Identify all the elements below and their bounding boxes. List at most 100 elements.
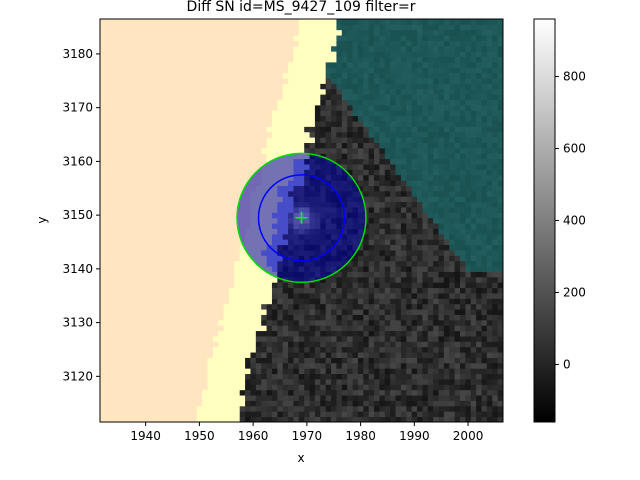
image-pixel [121,255,128,262]
image-pixel [282,67,289,74]
image-pixel [266,137,273,143]
image-pixel [234,373,241,380]
image-pixel [357,137,364,143]
image-pixel [379,303,386,310]
image-pixel [228,110,235,117]
image-pixel [196,266,203,272]
image-pixel [336,94,343,100]
image-pixel [470,395,477,401]
image-pixel [368,362,375,369]
image-pixel [374,201,380,208]
image-pixel [390,260,396,267]
image-pixel [325,153,332,160]
image-pixel [422,389,429,396]
image-pixel [110,196,117,203]
image-pixel [411,185,418,192]
image-pixel [234,298,241,305]
image-pixel [180,352,187,358]
image-pixel [293,78,300,84]
image-pixel [438,271,445,278]
image-pixel [121,298,128,305]
image-pixel [218,389,224,396]
image-pixel [288,336,294,342]
image-pixel [196,147,203,154]
image-pixel [325,357,332,364]
image-pixel [121,341,128,348]
image-pixel [470,169,477,176]
image-pixel [142,255,149,262]
image-pixel [121,384,128,391]
image-pixel [142,400,149,407]
image-pixel [121,78,128,84]
image-pixel [320,368,327,375]
image-pixel [180,61,187,68]
image-pixel [465,67,472,74]
image-pixel [368,223,375,229]
image-pixel [169,142,176,149]
image-pixel [449,94,456,100]
image-pixel [121,217,128,224]
image-pixel [433,255,439,262]
image-pixel [142,233,149,240]
image-pixel [433,260,439,267]
image-pixel [282,110,289,117]
image-pixel [293,416,300,422]
image-pixel [191,164,198,170]
image-pixel [271,137,278,143]
image-pixel [153,61,160,68]
image-pixel [132,325,139,332]
image-pixel [476,330,482,337]
image-pixel [196,244,203,251]
image-pixel [347,276,353,283]
image-pixel [239,78,246,84]
image-pixel [266,94,273,100]
image-pixel [481,368,488,375]
image-pixel [228,212,235,219]
image-pixel [245,271,251,278]
image-pixel [460,99,466,106]
image-pixel [390,142,396,149]
image-pixel [271,336,278,342]
image-pixel [185,94,192,100]
image-pixel [406,298,413,305]
image-pixel [250,400,257,407]
image-pixel [374,233,380,240]
image-pixel [185,384,192,391]
image-pixel [363,104,370,111]
image-pixel [180,201,187,208]
image-pixel [105,303,112,310]
image-pixel [239,169,246,176]
image-pixel [105,207,112,213]
image-pixel [347,169,353,176]
image-pixel [476,336,482,342]
image-pixel [116,147,122,154]
image-pixel [395,201,402,208]
image-pixel [282,131,289,138]
image-pixel [271,303,278,310]
image-pixel [255,94,262,100]
image-pixel [159,99,165,106]
image-pixel [395,94,402,100]
image-pixel [196,400,203,407]
image-pixel [100,309,106,315]
image-pixel [105,61,112,68]
image-pixel [352,373,359,380]
image-pixel [497,379,503,385]
image-pixel [293,346,300,353]
image-pixel [245,169,251,176]
image-pixel [202,319,208,326]
image-pixel [121,169,128,176]
image-pixel [116,341,122,348]
image-pixel [169,255,176,262]
image-pixel [336,357,343,364]
image-pixel [142,352,149,358]
image-pixel [395,228,402,235]
image-pixel [368,255,375,262]
image-pixel [470,185,477,192]
image-pixel [492,94,499,100]
image-pixel [105,174,112,181]
image-pixel [497,266,503,272]
image-pixel [169,352,176,358]
image-pixel [137,196,144,203]
image-pixel [390,352,396,358]
